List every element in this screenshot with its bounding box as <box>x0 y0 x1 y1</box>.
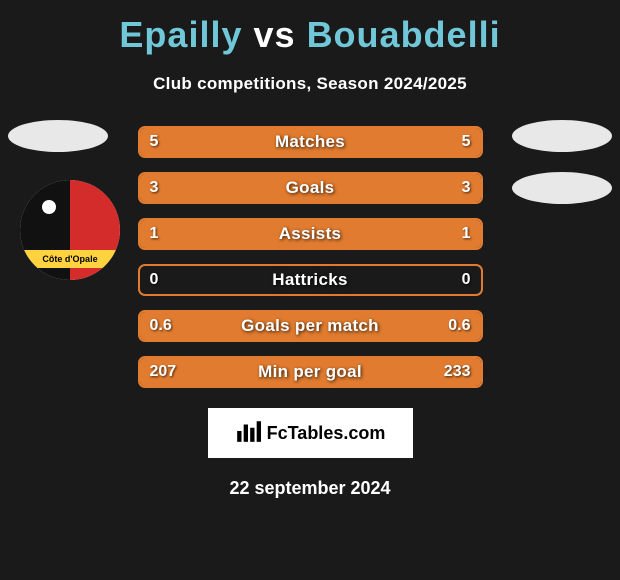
stat-row: 207Min per goal233 <box>138 356 483 388</box>
badge-band-text: Côte d'Opale <box>20 250 120 268</box>
badge-left-half <box>20 180 70 280</box>
stat-value-right: 5 <box>421 133 481 151</box>
stat-row: 0Hattricks0 <box>138 264 483 296</box>
attribution-banner: FcTables.com <box>208 408 413 458</box>
player2-name: Bouabdelli <box>307 14 501 55</box>
attribution-text: FcTables.com <box>267 423 386 444</box>
stat-row: 5Matches5 <box>138 126 483 158</box>
subtitle: Club competitions, Season 2024/2025 <box>0 74 620 94</box>
player1-avatar-placeholder <box>8 120 108 152</box>
stat-value-right: 233 <box>421 363 481 381</box>
stat-value-right: 1 <box>421 225 481 243</box>
stat-value-right: 0.6 <box>421 317 481 335</box>
stat-value-right: 3 <box>421 179 481 197</box>
stat-row: 1Assists1 <box>138 218 483 250</box>
chart-bars-icon <box>235 418 261 449</box>
player1-name: Epailly <box>119 14 242 55</box>
player2-avatar-placeholder <box>512 120 612 152</box>
stat-bars-container: 5Matches5 3Goals3 1Assists1 0Hattricks0 0.6G… <box>138 126 483 388</box>
stat-row: 0.6Goals per match0.6 <box>138 310 483 342</box>
badge-ball-icon <box>42 200 56 214</box>
stat-value-right: 0 <box>421 271 481 289</box>
page-title: Epailly vs Bouabdelli <box>0 0 620 56</box>
stat-row: 3Goals3 <box>138 172 483 204</box>
player2-club-avatar-placeholder <box>512 172 612 204</box>
badge-right-half <box>70 180 120 280</box>
vs-text: vs <box>254 14 296 55</box>
player1-club-badge: Côte d'Opale <box>20 180 120 280</box>
date-text: 22 september 2024 <box>0 478 620 499</box>
